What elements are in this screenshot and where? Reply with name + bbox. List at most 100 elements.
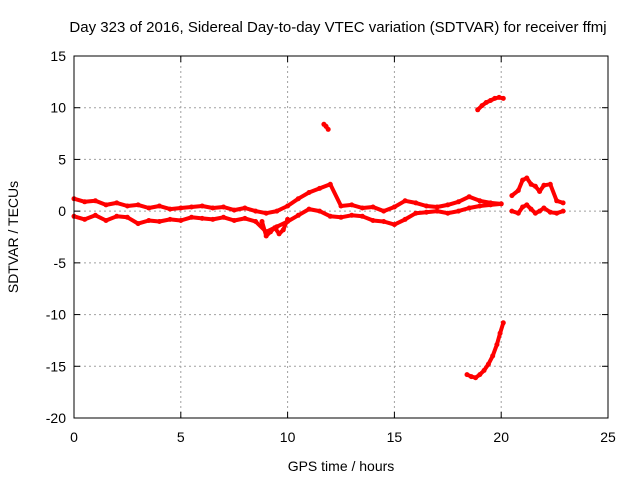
y-tick-label: 5 — [58, 151, 66, 167]
x-tick-labels: 0 5 10 15 20 25 — [70, 429, 616, 445]
data-point — [402, 216, 408, 222]
data-point — [210, 216, 216, 222]
data-point — [103, 202, 109, 208]
y-tick-label: 10 — [50, 100, 66, 116]
data-point — [349, 212, 355, 218]
data-point — [103, 218, 109, 223]
data-point — [231, 218, 237, 223]
data-point — [541, 182, 547, 188]
x-tick-label: 10 — [280, 429, 296, 445]
data-point — [231, 207, 237, 213]
x-tick-label: 15 — [387, 429, 403, 445]
data-series — [71, 94, 566, 381]
data-point — [381, 219, 387, 224]
data-point — [423, 209, 429, 215]
data-point — [349, 202, 355, 208]
axis-ticks — [73, 55, 609, 419]
data-point — [520, 177, 526, 183]
data-point — [263, 233, 269, 239]
data-point — [524, 175, 530, 181]
data-point — [391, 204, 397, 210]
data-point — [178, 218, 184, 223]
data-point — [466, 194, 472, 200]
data-point — [280, 227, 286, 233]
data-point — [92, 212, 98, 218]
y-tick-labels: 15 10 5 0 -5 -10 -15 -20 — [46, 48, 66, 426]
data-point — [167, 216, 173, 222]
data-point — [445, 210, 451, 216]
data-point — [488, 98, 493, 103]
data-point — [500, 320, 506, 326]
data-point — [317, 208, 323, 214]
data-point — [466, 205, 472, 211]
data-point — [221, 204, 226, 210]
y-tick-label: -10 — [46, 307, 66, 323]
data-point — [520, 204, 526, 210]
data-point — [509, 193, 515, 199]
data-point — [537, 208, 543, 214]
data-point — [82, 199, 88, 205]
y-tick-label: -20 — [46, 410, 66, 426]
data-point — [468, 374, 474, 380]
data-point — [135, 221, 141, 227]
data-point — [456, 208, 461, 214]
data-point — [488, 202, 493, 208]
x-tick-label: 25 — [600, 429, 616, 445]
data-point — [253, 208, 259, 214]
data-point — [445, 202, 451, 208]
data-point — [272, 225, 278, 231]
data-point — [146, 218, 152, 223]
x-tick-label: 20 — [493, 429, 509, 445]
data-point — [477, 203, 483, 209]
x-tick-label: 0 — [70, 429, 78, 445]
data-point — [167, 206, 173, 212]
data-point — [528, 206, 534, 212]
data-point — [189, 214, 194, 220]
data-point — [199, 203, 205, 209]
data-point — [434, 204, 440, 210]
data-point — [391, 222, 397, 228]
data-point — [547, 209, 553, 215]
data-point — [359, 213, 365, 219]
data-point — [338, 214, 344, 220]
data-point — [532, 183, 538, 189]
data-point — [146, 205, 152, 211]
data-point — [327, 213, 333, 219]
data-point — [242, 215, 248, 221]
data-point — [317, 185, 323, 191]
data-point — [295, 212, 301, 218]
data-point — [189, 204, 194, 210]
data-point — [359, 205, 365, 211]
data-point — [325, 126, 331, 132]
data-point — [413, 210, 419, 216]
data-point — [515, 210, 521, 216]
data-point — [263, 210, 269, 216]
data-point — [500, 95, 506, 101]
grid-lines — [74, 56, 608, 418]
chart-title: Day 323 of 2016, Sidereal Day-to-day VTE… — [69, 19, 606, 36]
data-point — [434, 208, 440, 214]
data-point — [124, 203, 130, 209]
data-point — [156, 203, 162, 209]
data-point — [547, 181, 553, 187]
data-point — [114, 213, 120, 219]
data-point — [402, 198, 408, 204]
data-point — [515, 188, 521, 193]
data-point — [338, 203, 344, 209]
data-point — [370, 204, 376, 210]
data-point — [114, 200, 120, 206]
data-point — [554, 198, 560, 204]
data-point — [370, 218, 376, 223]
data-point — [554, 210, 560, 216]
data-point — [413, 200, 419, 206]
data-point — [306, 206, 312, 212]
data-point — [477, 198, 483, 204]
data-point — [490, 353, 496, 359]
data-point — [285, 203, 291, 209]
y-tick-label: 0 — [58, 203, 66, 219]
data-point — [481, 367, 487, 373]
data-point — [473, 375, 479, 381]
data-point — [221, 214, 226, 220]
data-point — [327, 181, 333, 187]
data-point — [494, 342, 500, 348]
